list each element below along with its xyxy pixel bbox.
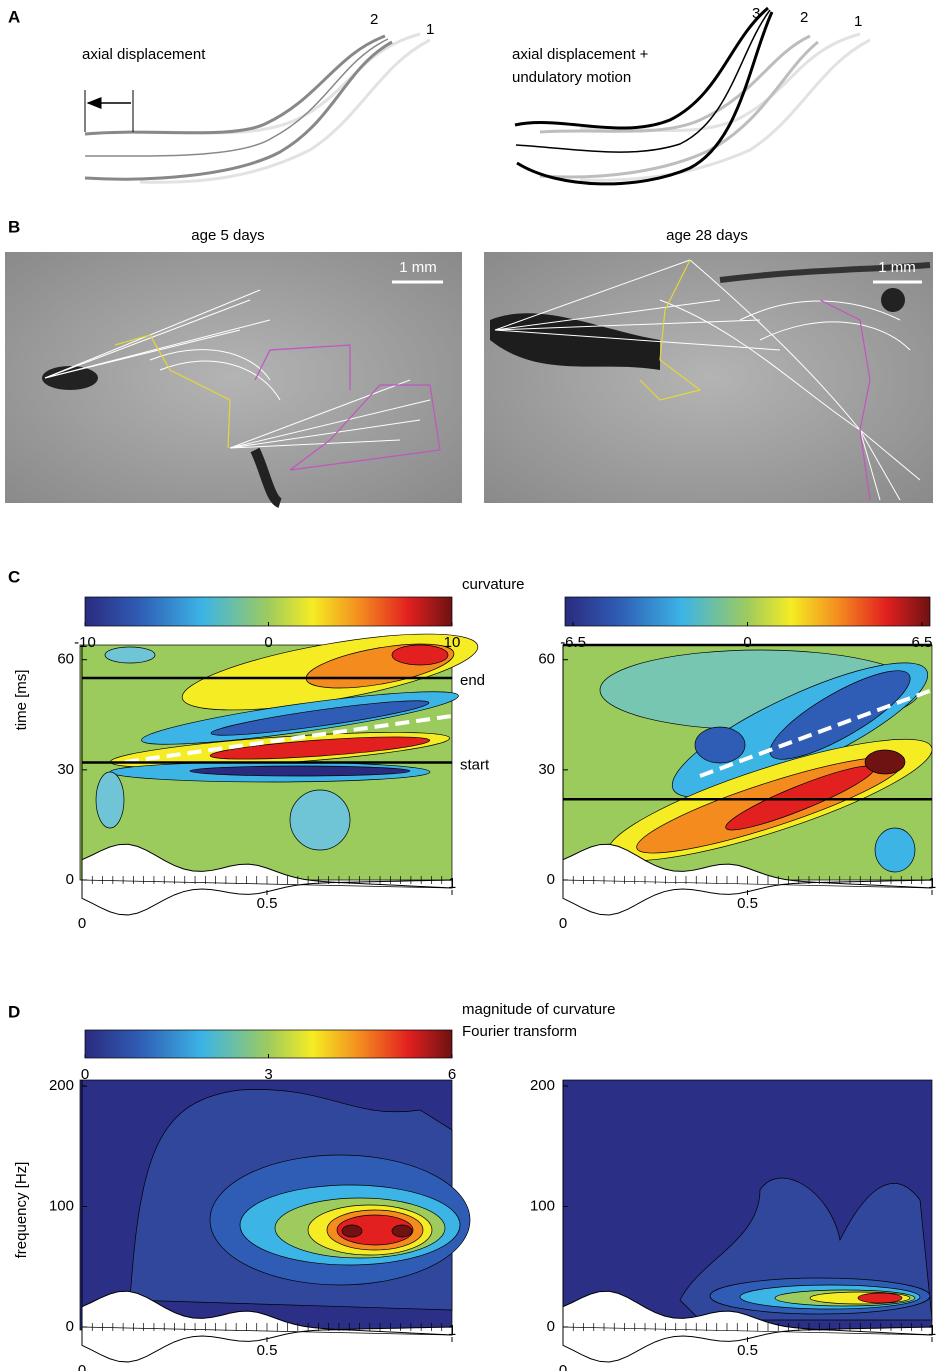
fish-midline — [562, 879, 933, 889]
y-tick-label: 0 — [66, 871, 74, 888]
x-tick-label: 0 — [78, 1362, 86, 1371]
panel-label: C — [8, 567, 20, 586]
x-tick-label: 0.5 — [737, 895, 758, 912]
colorbar-tick-label: 6.5 — [912, 634, 933, 651]
x-tick-label: 0.5 — [737, 1342, 758, 1359]
panel-label: D — [8, 1002, 20, 1021]
image-title: age 5 days — [191, 227, 264, 244]
colorbar-tick-label: 6 — [448, 1066, 456, 1083]
y-tick-label: 200 — [49, 1077, 74, 1094]
x-tick-label: 0 — [559, 915, 567, 932]
marker: 2 — [800, 9, 808, 26]
colorbar-tick-label: -6.5 — [560, 634, 586, 651]
y-tick-label: 0 — [66, 1318, 74, 1335]
x-tick-label: 1 — [928, 875, 936, 892]
x-tick-label: 0 — [559, 1362, 567, 1371]
colorbar-tick-label: 0 — [81, 1066, 89, 1083]
caption: axial displacement — [82, 46, 206, 63]
contour-d-right — [562, 1079, 933, 1331]
fish-left — [84, 32, 431, 184]
marker: 1 — [854, 13, 862, 30]
colorbar-label: Fourier transform — [462, 1023, 577, 1040]
colorbar — [564, 596, 931, 627]
fish-right — [514, 6, 871, 186]
fish-midline — [81, 1326, 453, 1336]
image-title: age 28 days — [666, 227, 748, 244]
caption: undulatory motion — [512, 69, 631, 86]
photo-right — [484, 252, 933, 503]
x-tick-label: 1 — [448, 875, 456, 892]
colorbar-tick-label: 0 — [264, 634, 272, 651]
marker: 1 — [426, 21, 434, 38]
contour-c-left — [79, 633, 479, 881]
scale-bar-label: 1 mm — [878, 259, 916, 276]
colorbar-tick-label: 10 — [444, 634, 461, 651]
event-label: end — [460, 672, 485, 689]
event-label: start — [460, 756, 490, 773]
colorbar-tick-label: 0 — [743, 634, 751, 651]
y-tick-label: 60 — [538, 651, 555, 668]
y-tick-label: 60 — [57, 651, 74, 668]
marker: 2 — [370, 11, 378, 28]
y-tick-label: 100 — [49, 1197, 74, 1214]
colorbar — [84, 1029, 453, 1059]
colorbar-tick-label: 3 — [264, 1066, 272, 1083]
x-tick-label: 0.5 — [257, 895, 278, 912]
y-tick-label: 200 — [530, 1077, 555, 1094]
y-tick-label: 30 — [57, 761, 74, 778]
fish-midline — [81, 879, 453, 889]
caption: axial displacement + — [512, 46, 649, 63]
panel-label: B — [8, 217, 20, 236]
colorbar-label: curvature — [462, 576, 525, 593]
x-tick-label: 0.5 — [257, 1342, 278, 1359]
marker: 3 — [752, 5, 760, 22]
x-tick-label: 1 — [928, 1322, 936, 1339]
y-tick-label: 0 — [547, 871, 555, 888]
panel-label: A — [8, 7, 20, 26]
colorbar-label: magnitude of curvature — [462, 1001, 615, 1018]
x-tick-label: 0 — [78, 915, 86, 932]
contour-d-left — [79, 1079, 471, 1331]
scale-bar-label: 1 mm — [399, 259, 437, 276]
y-tick-label: 100 — [530, 1197, 555, 1214]
wave-line — [124, 714, 453, 764]
photo-left — [5, 252, 462, 508]
colorbar — [84, 596, 453, 627]
axis-label: time [ms] — [13, 670, 30, 731]
x-tick-label: 1 — [448, 1322, 456, 1339]
y-tick-label: 30 — [538, 761, 555, 778]
y-tick-label: 0 — [547, 1318, 555, 1335]
colorbar-tick-label: -10 — [74, 634, 96, 651]
fish-midline — [562, 1326, 933, 1336]
axis-label: frequency [Hz] — [13, 1162, 30, 1259]
contour-c-right — [562, 644, 933, 881]
